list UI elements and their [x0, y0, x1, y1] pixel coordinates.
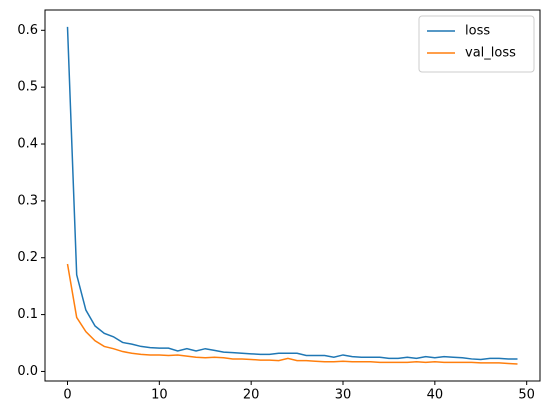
y-tick-label: 0.6 — [17, 23, 38, 38]
legend-box — [418, 15, 535, 73]
axes-frame — [44, 9, 541, 382]
y-tick-label: 0.5 — [17, 80, 38, 95]
x-tick-label: 0 — [63, 388, 71, 403]
x-tick-label: 30 — [335, 388, 352, 403]
y-tick-label: 0.1 — [17, 307, 38, 322]
x-tick-label: 40 — [427, 388, 444, 403]
x-tick-label: 10 — [151, 388, 168, 403]
legend-label: val_loss — [465, 46, 516, 61]
series-line — [66, 26, 518, 361]
series-line — [66, 263, 518, 365]
y-tick-label: 0.4 — [17, 137, 38, 152]
legend-label: loss — [465, 24, 490, 39]
y-tick-label: 0.3 — [17, 193, 38, 208]
y-tick-label: 0.2 — [17, 250, 38, 265]
x-tick-label: 20 — [243, 388, 260, 403]
x-tick-label: 50 — [518, 388, 535, 403]
y-tick-label: 0.0 — [17, 364, 38, 379]
